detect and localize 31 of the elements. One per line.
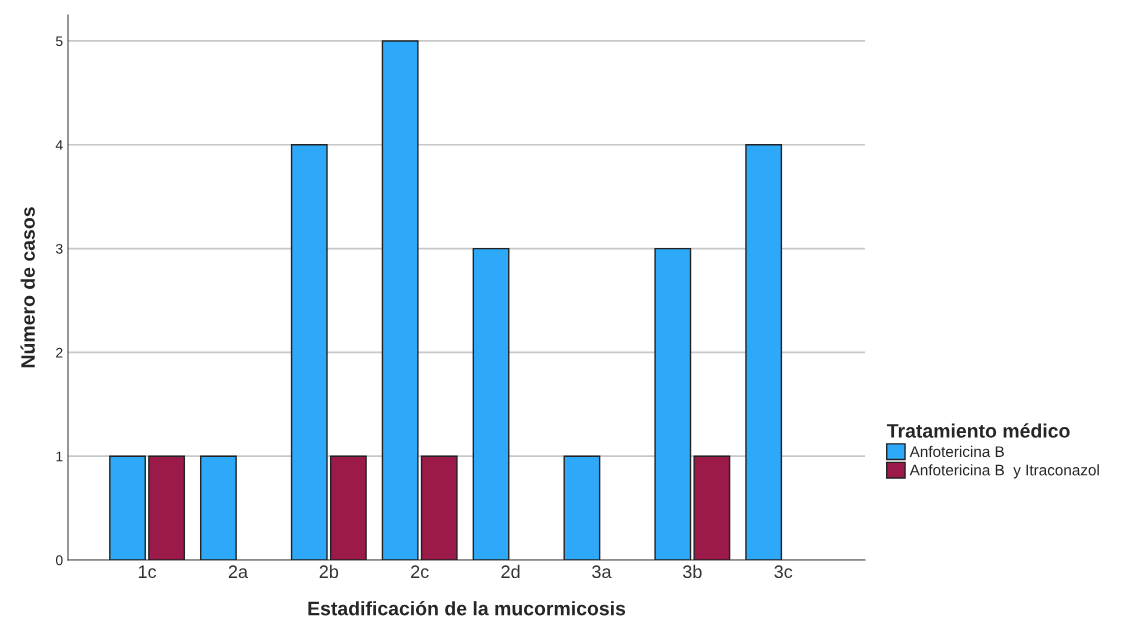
bar: [329, 455, 367, 560]
bar: [654, 247, 692, 560]
bar: [381, 40, 419, 560]
bar: [420, 455, 458, 560]
bar: [290, 144, 328, 560]
bar: [148, 455, 186, 560]
bar: [109, 455, 146, 560]
x-tick-label: 3b: [682, 564, 702, 579]
y-axis-title: Número de casos: [20, 207, 35, 368]
y-tick-label: 4: [55, 140, 63, 150]
x-tick-label: 2d: [501, 564, 520, 579]
x-tick-label: 2b: [319, 564, 339, 579]
x-tick-label: 2c: [411, 565, 429, 579]
bar: [745, 144, 783, 560]
x-tick-label: 2a: [228, 565, 248, 579]
x-tick-label: 1c: [138, 565, 157, 579]
y-tick-label: 3: [55, 243, 63, 254]
y-tick-label: 1: [56, 451, 63, 462]
legend-title: Tratamiento médico: [886, 423, 1070, 438]
x-tick-label: 3a: [592, 565, 612, 579]
bar: [693, 455, 731, 560]
legend-label: Anfotericina B: [909, 445, 1004, 458]
y-tick-label: 2: [56, 347, 63, 358]
x-axis-title: Estadificación de la mucormicosis: [308, 600, 626, 616]
bar: [472, 247, 510, 560]
bar: [563, 455, 601, 560]
y-tick-label: 5: [55, 36, 63, 47]
x-tick-label: 3c: [774, 565, 793, 579]
bar: [199, 455, 237, 560]
y-tick-label: 0: [55, 555, 63, 566]
legend-label: Anfotericina B y Itraconazol: [909, 464, 1099, 479]
